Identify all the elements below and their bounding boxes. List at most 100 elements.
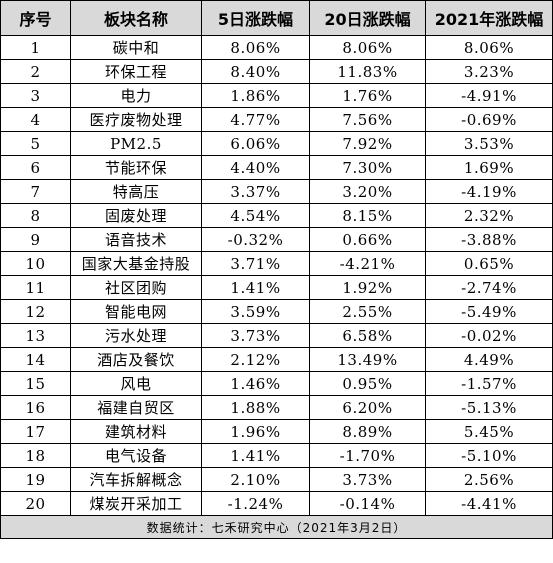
cell-2021-change: 1.69% xyxy=(425,155,553,180)
table-body: 1 碳中和 8.06% 8.06% 8.06% 2 环保工程 8.40% 11.83% 3.23%… xyxy=(0,35,553,516)
cell-index: 4 xyxy=(0,107,71,132)
cell-index: 12 xyxy=(0,299,71,324)
cell-sector-name: 建筑材料 xyxy=(70,419,202,444)
cell-5day-change: 1.88% xyxy=(201,395,310,420)
table-row: 6 节能环保 4.40% 7.30% 1.69% xyxy=(0,155,553,180)
cell-20day-change: 11.83% xyxy=(309,59,426,84)
cell-5day-change: 4.54% xyxy=(201,203,310,228)
cell-2021-change: -5.49% xyxy=(425,299,553,324)
cell-2021-change: 8.06% xyxy=(425,35,553,60)
cell-index: 18 xyxy=(0,443,71,468)
cell-index: 9 xyxy=(0,227,71,252)
cell-5day-change: -1.24% xyxy=(201,491,310,516)
header-row: 序号 板块名称 5日涨跌幅 20日涨跌幅 2021年涨跌幅 xyxy=(0,0,553,36)
cell-sector-name: 国家大基金持股 xyxy=(70,251,202,276)
table-row: 8 固废处理 4.54% 8.15% 2.32% xyxy=(0,203,553,228)
table-row: 14 酒店及餐饮 2.12% 13.49% 4.49% xyxy=(0,347,553,372)
cell-index: 20 xyxy=(0,491,71,516)
cell-20day-change: -4.21% xyxy=(309,251,426,276)
cell-5day-change: 1.41% xyxy=(201,443,310,468)
cell-5day-change: 3.71% xyxy=(201,251,310,276)
cell-20day-change: 0.66% xyxy=(309,227,426,252)
cell-5day-change: 4.77% xyxy=(201,107,310,132)
cell-5day-change: 3.73% xyxy=(201,323,310,348)
cell-sector-name: 酒店及餐饮 xyxy=(70,347,202,372)
table-row: 15 风电 1.46% 0.95% -1.57% xyxy=(0,371,553,396)
table-row: 18 电气设备 1.41% -1.70% -5.10% xyxy=(0,443,553,468)
cell-20day-change: 3.73% xyxy=(309,467,426,492)
table-row: 16 福建自贸区 1.88% 6.20% -5.13% xyxy=(0,395,553,420)
cell-20day-change: 0.95% xyxy=(309,371,426,396)
cell-sector-name: 汽车拆解概念 xyxy=(70,467,202,492)
table-row: 1 碳中和 8.06% 8.06% 8.06% xyxy=(0,35,553,60)
header-5day-change: 5日涨跌幅 xyxy=(201,0,310,36)
cell-2021-change: -1.57% xyxy=(425,371,553,396)
header-20day-change: 20日涨跌幅 xyxy=(309,0,426,36)
cell-5day-change: 6.06% xyxy=(201,131,310,156)
table-row: 7 特高压 3.37% 3.20% -4.19% xyxy=(0,179,553,204)
cell-5day-change: 8.40% xyxy=(201,59,310,84)
cell-20day-change: 7.56% xyxy=(309,107,426,132)
cell-5day-change: 8.06% xyxy=(201,35,310,60)
cell-2021-change: -5.10% xyxy=(425,443,553,468)
cell-5day-change: 1.41% xyxy=(201,275,310,300)
cell-sector-name: 环保工程 xyxy=(70,59,202,84)
cell-index: 8 xyxy=(0,203,71,228)
cell-20day-change: 13.49% xyxy=(309,347,426,372)
cell-2021-change: 3.23% xyxy=(425,59,553,84)
cell-2021-change: -3.88% xyxy=(425,227,553,252)
cell-20day-change: 7.92% xyxy=(309,131,426,156)
cell-20day-change: 3.20% xyxy=(309,179,426,204)
cell-index: 5 xyxy=(0,131,71,156)
cell-index: 6 xyxy=(0,155,71,180)
cell-2021-change: -2.74% xyxy=(425,275,553,300)
cell-sector-name: 碳中和 xyxy=(70,35,202,60)
cell-sector-name: 福建自贸区 xyxy=(70,395,202,420)
table-row: 13 污水处理 3.73% 6.58% -0.02% xyxy=(0,323,553,348)
footer-row: 数据统计：七禾研究中心（2021年3月2日） xyxy=(0,515,553,539)
cell-sector-name: 电气设备 xyxy=(70,443,202,468)
cell-index: 16 xyxy=(0,395,71,420)
cell-2021-change: 3.53% xyxy=(425,131,553,156)
cell-sector-name: 电力 xyxy=(70,83,202,108)
cell-5day-change: 3.37% xyxy=(201,179,310,204)
cell-20day-change: 6.58% xyxy=(309,323,426,348)
data-source-note: 数据统计：七禾研究中心（2021年3月2日） xyxy=(0,515,553,539)
cell-2021-change: -0.69% xyxy=(425,107,553,132)
table-row: 12 智能电网 3.59% 2.55% -5.49% xyxy=(0,299,553,324)
cell-sector-name: 智能电网 xyxy=(70,299,202,324)
cell-20day-change: -0.14% xyxy=(309,491,426,516)
cell-5day-change: 3.59% xyxy=(201,299,310,324)
cell-index: 1 xyxy=(0,35,71,60)
cell-index: 7 xyxy=(0,179,71,204)
cell-20day-change: -1.70% xyxy=(309,443,426,468)
cell-2021-change: 5.45% xyxy=(425,419,553,444)
cell-sector-name: 节能环保 xyxy=(70,155,202,180)
cell-2021-change: -4.91% xyxy=(425,83,553,108)
cell-5day-change: 1.46% xyxy=(201,371,310,396)
table-row: 3 电力 1.86% 1.76% -4.91% xyxy=(0,83,553,108)
cell-2021-change: -4.41% xyxy=(425,491,553,516)
cell-index: 2 xyxy=(0,59,71,84)
cell-2021-change: 0.65% xyxy=(425,251,553,276)
cell-index: 19 xyxy=(0,467,71,492)
cell-20day-change: 6.20% xyxy=(309,395,426,420)
table-row: 5 PM2.5 6.06% 7.92% 3.53% xyxy=(0,131,553,156)
cell-sector-name: 风电 xyxy=(70,371,202,396)
cell-20day-change: 8.15% xyxy=(309,203,426,228)
cell-5day-change: 4.40% xyxy=(201,155,310,180)
cell-sector-name: 煤炭开采加工 xyxy=(70,491,202,516)
cell-20day-change: 8.06% xyxy=(309,35,426,60)
cell-20day-change: 7.30% xyxy=(309,155,426,180)
cell-index: 3 xyxy=(0,83,71,108)
cell-sector-name: 医疗废物处理 xyxy=(70,107,202,132)
cell-5day-change: 2.10% xyxy=(201,467,310,492)
cell-5day-change: 1.86% xyxy=(201,83,310,108)
table-row: 4 医疗废物处理 4.77% 7.56% -0.69% xyxy=(0,107,553,132)
cell-2021-change: 2.32% xyxy=(425,203,553,228)
sector-performance-table: 序号 板块名称 5日涨跌幅 20日涨跌幅 2021年涨跌幅 1 碳中和 8.06% 8… xyxy=(0,0,553,539)
table-row: 9 语音技术 -0.32% 0.66% -3.88% xyxy=(0,227,553,252)
cell-index: 10 xyxy=(0,251,71,276)
cell-index: 17 xyxy=(0,419,71,444)
